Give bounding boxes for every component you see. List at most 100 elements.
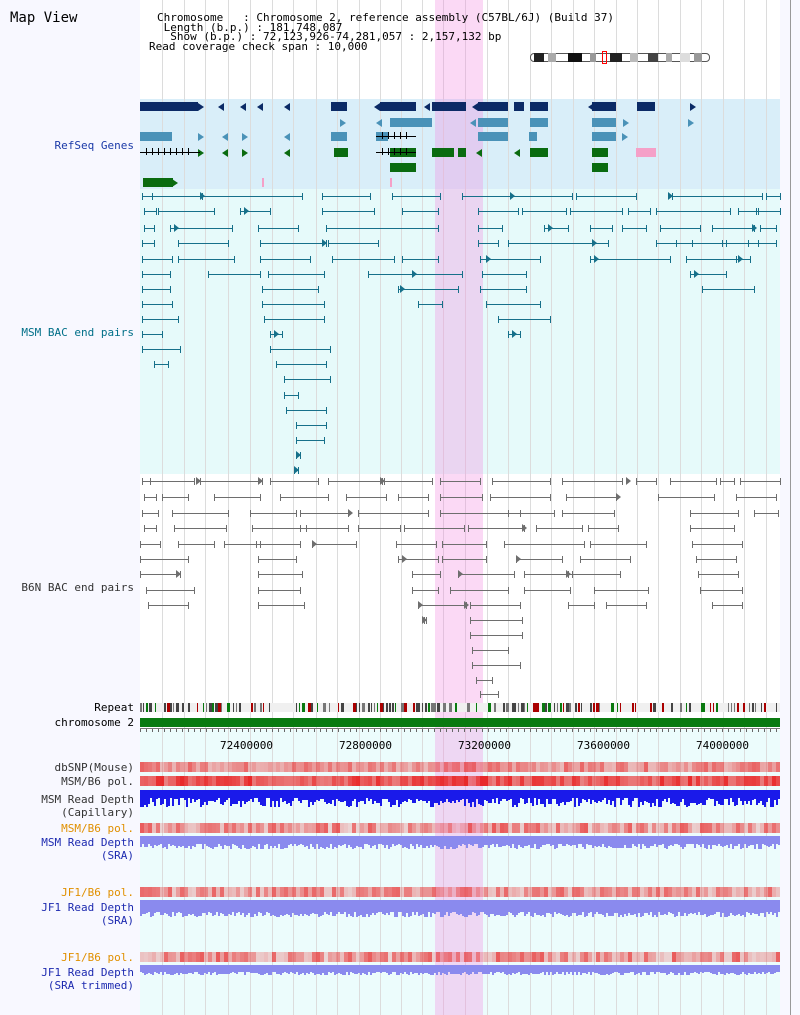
b6n-bac-end-arrow[interactable] [312,540,317,548]
b6n-bac-pair-end[interactable] [482,494,483,501]
b6n-bac-pair[interactable] [250,513,296,514]
exon-tick[interactable] [406,148,407,155]
msm-bac-pair[interactable] [328,243,378,244]
msm-bac-pair[interactable] [262,289,318,290]
b6n-bac-pair-end[interactable] [742,587,743,594]
b6n-bac-pair[interactable] [566,497,616,498]
msm-bac-end-arrow[interactable] [174,224,179,232]
b6n-bac-pair-end[interactable] [258,571,259,578]
msm-bac-pair-end[interactable] [162,331,163,338]
b6n-bac-pair[interactable] [270,481,318,482]
b6n-bac-pair-end[interactable] [742,602,743,609]
gene-exon[interactable] [592,163,608,172]
msm-bac-pair-end[interactable] [442,301,443,308]
b6n-bac-pair-end[interactable] [214,494,215,501]
b6n-bac-pair[interactable] [568,574,620,575]
b6n-bac-pair[interactable] [398,497,428,498]
msm-bac-pair-end[interactable] [326,361,327,368]
msm-bac-pair-end[interactable] [324,301,325,308]
msm-pol2-label[interactable]: MSM/B6 pol. [61,822,134,835]
b6n-bac-pair-end[interactable] [584,541,585,548]
b6n-bac-pair[interactable] [396,544,436,545]
msm-bac-pair[interactable] [686,259,750,260]
msm-bac-pair-end[interactable] [142,193,143,200]
b6n-bac-pair[interactable] [594,590,648,591]
msm-bac-pair[interactable] [170,228,232,229]
msm-bac-pair-end[interactable] [622,225,623,232]
msm-bac-pair-end[interactable] [486,301,487,308]
msm-bac-pair-end[interactable] [526,286,527,293]
msm-bac-pair-end[interactable] [508,331,509,338]
gene-exon[interactable] [432,102,466,111]
exon-tick[interactable] [158,148,159,155]
msm-bac-pair-end[interactable] [608,240,609,247]
b6n-bac-pair[interactable] [300,528,348,529]
exon-tick[interactable] [188,148,189,155]
msm-bac-pair[interactable] [402,259,438,260]
msm-bac-pair[interactable] [332,259,394,260]
b6n-bac-pair-end[interactable] [508,647,509,654]
gene-exon[interactable] [592,102,616,111]
gene-arrow[interactable] [240,103,246,111]
msm-bac-pair-end[interactable] [566,208,567,215]
b6n-bac-pair-end[interactable] [630,556,631,563]
b6n-bac-pair[interactable] [150,481,194,482]
msm-bac-pair-end[interactable] [438,256,439,263]
gene-exon[interactable] [432,148,454,157]
b6n-bac-pair-end[interactable] [296,556,297,563]
b6n-bac-pair-end[interactable] [476,677,477,684]
msm-bac-pair[interactable] [756,211,780,212]
b6n-bac-pair[interactable] [440,481,480,482]
msm-bac-pair-end[interactable] [276,361,277,368]
b6n-bac-pair-end[interactable] [754,510,755,517]
msm-bac-pair[interactable] [482,274,526,275]
msm-bac-pair-end[interactable] [260,271,261,278]
b6n-bac-pair-end[interactable] [174,525,175,532]
msm-bac-pair[interactable] [660,228,700,229]
msm-bac-pair[interactable] [276,364,326,365]
msm-bac-pair-end[interactable] [298,225,299,232]
dbsnp-heat-strip[interactable] [140,762,780,772]
gene-exon[interactable] [390,118,432,127]
b6n-bac-pair-end[interactable] [622,478,623,485]
msm-bac-end-arrow[interactable] [400,285,405,293]
msm-bac-pair[interactable] [142,319,178,320]
b6n-bac-pair[interactable] [588,528,618,529]
gene-exon[interactable] [140,132,172,141]
b6n-bac-pair-end[interactable] [504,541,505,548]
msm-bac-pair[interactable] [208,274,260,275]
msm-bac-pair-end[interactable] [332,256,333,263]
msm-bac-pair-end[interactable] [282,331,283,338]
b6n-bac-pair[interactable] [144,497,156,498]
b6n-bac-pair-end[interactable] [470,617,471,624]
b6n-bac-pair-end[interactable] [258,602,259,609]
msm-bac-pair-end[interactable] [326,225,327,232]
b6n-bac-pair[interactable] [516,559,562,560]
b6n-bac-pair-end[interactable] [150,478,151,485]
msm-bac-pair-end[interactable] [142,256,143,263]
exon-tick[interactable] [182,148,183,155]
exon-tick[interactable] [394,148,395,155]
msm-bac-pair[interactable] [722,243,758,244]
msm-bac-pair-end[interactable] [738,208,739,215]
msm-bac-pair-end[interactable] [402,256,403,263]
b6n-bac-pair-end[interactable] [398,556,399,563]
msm-bac-pair-end[interactable] [142,240,143,247]
b6n-bac-pair-end[interactable] [562,478,563,485]
b6n-bac-pair[interactable] [468,528,524,529]
msm-bac-pair[interactable] [322,196,370,197]
b6n-bac-pair-end[interactable] [304,602,305,609]
gene-arrow[interactable] [284,103,290,111]
b6n-bac-pair-end[interactable] [404,525,405,532]
b6n-bac-pair-end[interactable] [280,494,281,501]
gene-exon[interactable] [331,132,347,141]
gene-arrow[interactable] [284,133,290,141]
msm-bac-pair-end[interactable] [142,346,143,353]
b6n-bac-pair[interactable] [412,574,440,575]
b6n-bac-pair-end[interactable] [142,510,143,517]
msm-bac-pair-end[interactable] [208,271,209,278]
msm-bac-end-arrow[interactable] [412,270,417,278]
b6n-bac-pair-end[interactable] [440,571,441,578]
b6n-bac-pair-end[interactable] [778,510,779,517]
b6n-bac-end-arrow[interactable] [458,570,463,578]
